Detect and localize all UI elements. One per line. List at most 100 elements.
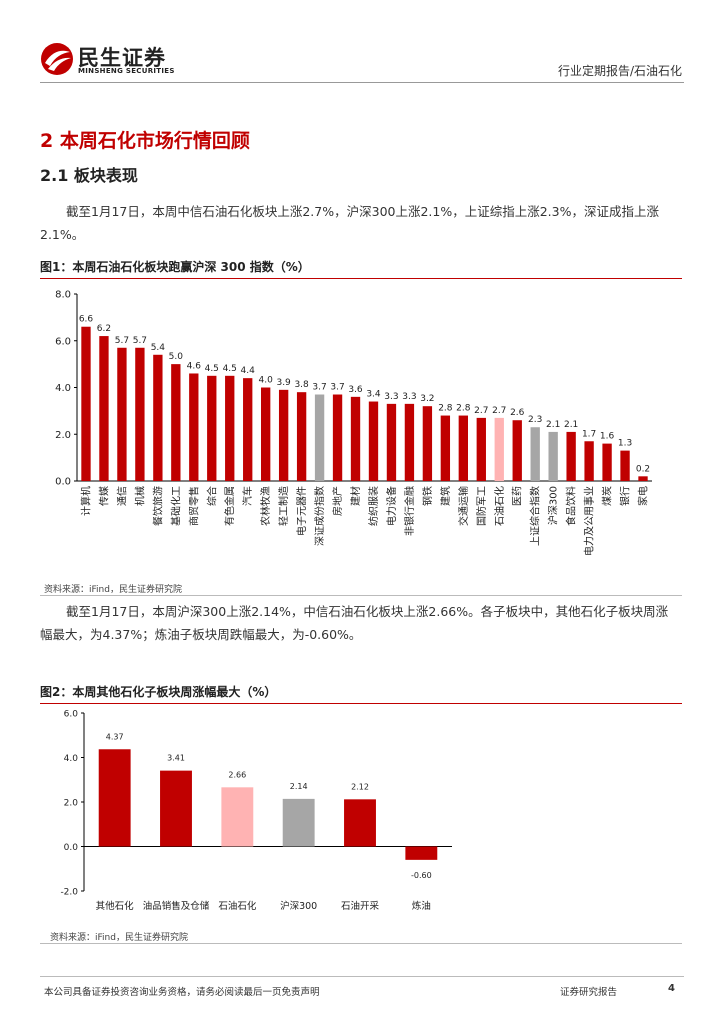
data-label: 2.12 (351, 782, 369, 791)
data-label: 3.8 (294, 380, 309, 390)
bar (512, 420, 522, 481)
data-label: 6.6 (79, 315, 94, 325)
category-label: 煤炭 (601, 486, 614, 506)
bar (98, 749, 131, 847)
figure-2-source: 资料来源：iFind，民生证券研究院 (50, 933, 188, 943)
data-label: 2.7 (492, 406, 506, 416)
footer-report-label: 证券研究报告 (560, 987, 618, 998)
bar (602, 443, 612, 481)
figure-1-title: 图1：本周石油石化板块跑赢沪深 300 指数（%） (40, 258, 682, 279)
data-label: 3.7 (312, 383, 326, 393)
category-label: 深证成份指数 (313, 486, 326, 546)
y-tick-label: 6.0 (64, 710, 79, 720)
y-tick-label: 4.0 (55, 383, 71, 394)
data-label: 1.6 (600, 432, 615, 442)
bar (261, 387, 271, 481)
data-label: 0.2 (636, 464, 650, 474)
bar (530, 427, 540, 481)
category-label: 电子元器件 (295, 486, 308, 536)
data-label: 1.7 (582, 429, 596, 439)
category-label: 机械 (133, 486, 146, 506)
data-label: 3.7 (330, 383, 344, 393)
header-divider (40, 82, 684, 83)
category-label: 家电 (637, 486, 650, 506)
category-label: 沪深300 (280, 900, 317, 912)
category-label: 其他石化 (96, 900, 135, 912)
bar (350, 396, 361, 481)
minsheng-logo-icon (41, 43, 73, 75)
y-tick-label: 4.0 (64, 754, 79, 764)
data-label: 2.66 (228, 770, 246, 779)
bar (160, 770, 192, 847)
category-label: 房地产 (331, 486, 344, 516)
bar (344, 799, 376, 847)
y-tick-label: 2.0 (55, 430, 71, 441)
logo: 民生证券 MINSHENG SECURITIES (40, 40, 180, 80)
data-label: 4.5 (205, 364, 219, 374)
category-label: 建材 (349, 486, 362, 506)
bar (314, 394, 325, 481)
data-label: 3.4 (366, 390, 381, 400)
data-label: 2.14 (290, 782, 308, 791)
category-label: 石油石化 (493, 486, 506, 526)
bar (386, 403, 397, 481)
bar (368, 401, 379, 481)
category-label: 炼油 (412, 900, 431, 912)
category-label: 电力及公用事业 (583, 486, 596, 556)
category-label: 沪深300 (547, 486, 560, 525)
category-label: 钢铁 (421, 486, 434, 506)
data-label: 3.2 (420, 394, 434, 404)
bar (332, 394, 343, 481)
category-label: 纺织服装 (367, 486, 380, 526)
category-label: 传媒 (98, 486, 110, 506)
data-label: 4.4 (241, 366, 256, 376)
data-label: 2.1 (564, 420, 578, 430)
bar (189, 373, 199, 481)
y-tick-label: 0.0 (55, 477, 71, 488)
subsection-heading: 2.1 板块表现 (40, 166, 138, 185)
data-label: 2.7 (474, 406, 488, 416)
data-label: 2.8 (456, 404, 471, 414)
data-label: 2.3 (528, 415, 542, 425)
bar (548, 431, 558, 481)
section-heading: 2 本周石化市场行情回顾 (40, 130, 250, 152)
page-number: 4 (668, 983, 675, 994)
bar (135, 347, 145, 481)
data-label: 3.3 (402, 392, 416, 402)
category-label: 商贸零售 (187, 486, 200, 526)
bar (620, 450, 630, 481)
figure-2-bar-chart: -2.0 0.0 2.0 4.0 6.0 4.37 其他石化 3.41 油品销售及仓储 2.66 石… (60, 710, 452, 912)
data-label: 5.7 (115, 336, 129, 346)
bar (171, 364, 181, 481)
category-label: 农林牧渔 (259, 486, 272, 526)
bar (476, 417, 486, 481)
category-label: 国防军工 (475, 486, 488, 526)
figure-1-bar-chart: 0.0 2.0 4.0 6.0 8.0 6.6 计算机 6.2 传媒 5.7 通信 5.7 机械 5.4 餐… (55, 290, 652, 556)
category-label: 非银行金融 (403, 486, 416, 536)
report-type: 行业定期报告/石油石化 (557, 64, 682, 78)
category-label: 医药 (512, 486, 524, 506)
bar (117, 347, 127, 481)
category-label: 石油开采 (341, 900, 380, 912)
bar (296, 392, 307, 481)
bar (458, 415, 468, 481)
figure-1-source-divider (40, 595, 682, 596)
footer-divider (40, 976, 684, 977)
data-label: 3.41 (167, 754, 185, 763)
y-tick-label: 2.0 (64, 799, 79, 809)
figure-1-source: 资料来源：iFind，民生证券研究院 (44, 585, 182, 595)
bar (243, 378, 253, 481)
bar (404, 403, 415, 481)
bar (494, 417, 504, 481)
data-label: 4.6 (187, 361, 202, 371)
bar (584, 441, 594, 481)
paragraph-subsector-summary: 截至1月17日，本周沪深300上涨2.14%，中信石油石化板块上涨2.66%。各… (40, 604, 669, 642)
bar (405, 846, 438, 860)
data-label: 3.3 (384, 392, 398, 402)
footer-disclaimer: 本公司具备证券投资咨询业务资格，请务必阅读最后一页免责声明 (44, 987, 320, 998)
y-tick-label: -2.0 (60, 888, 78, 898)
logo-english-name: MINSHENG SECURITIES (78, 67, 175, 75)
paragraph-weekly-summary: 截至1月17日，本周中信石油石化板块上涨2.7%，沪深300上涨2.1%，上证综… (40, 204, 659, 242)
figure-2-source-divider (40, 943, 682, 944)
category-label: 建筑 (439, 486, 452, 506)
